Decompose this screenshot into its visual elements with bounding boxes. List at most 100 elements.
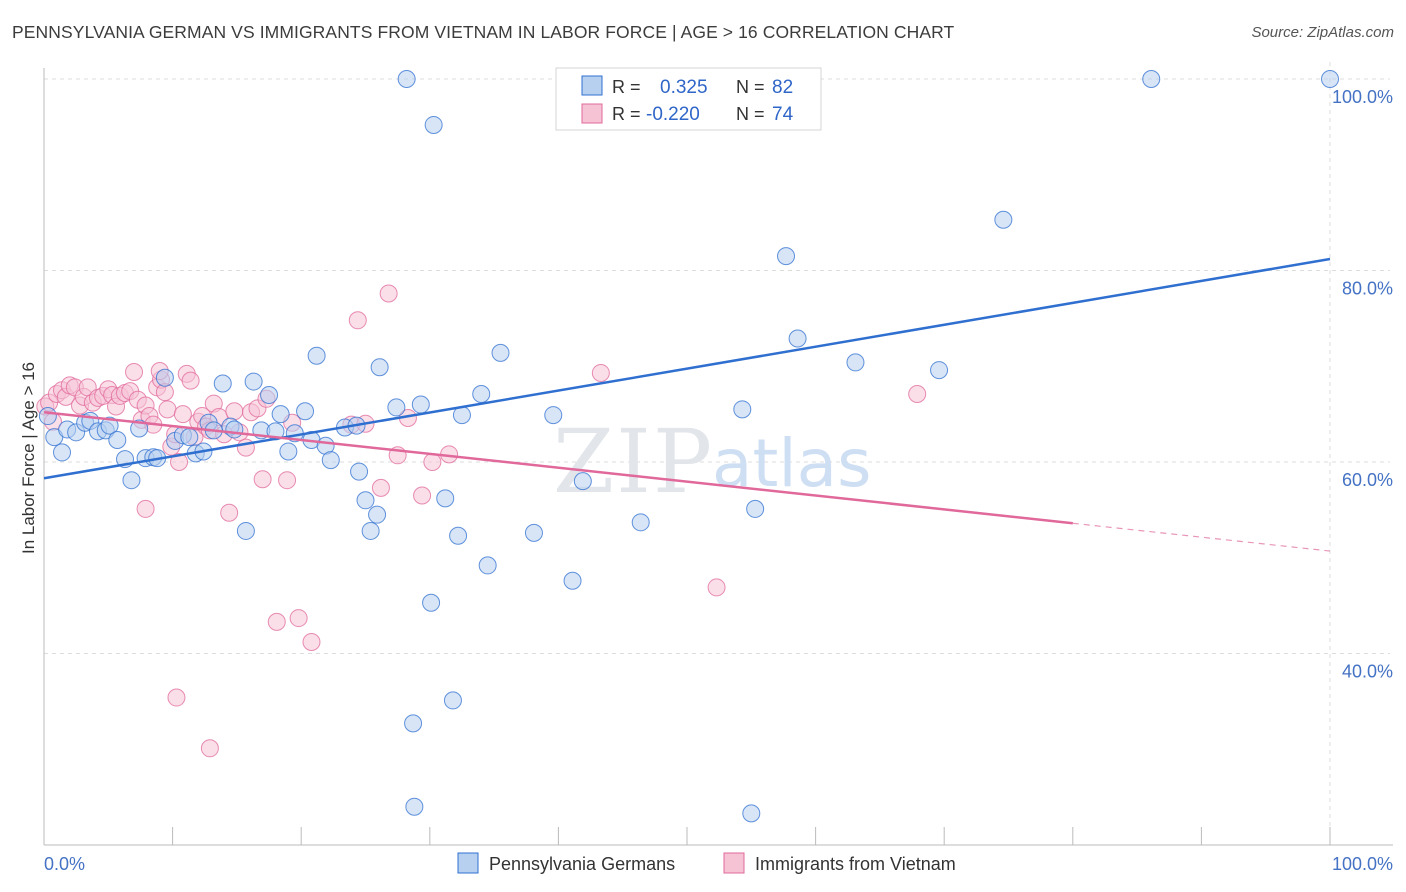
pa-german-point-55 (436, 489, 455, 508)
pa-german-point-20 (180, 428, 199, 447)
pa-german-point-61 (491, 343, 510, 362)
vietnam-point-56 (302, 633, 321, 652)
legend: Pennsylvania Germans Immigrants from Vie… (457, 852, 956, 874)
pa-german-point-44 (356, 491, 375, 510)
pa-german-point-2 (53, 443, 72, 462)
vietnam-point-45 (225, 402, 244, 421)
stats-swatch-blue (581, 75, 603, 96)
stats-r-label-2: R = (612, 104, 641, 124)
pa-german-point-78 (1142, 70, 1161, 88)
pa-german-point-49 (397, 70, 416, 88)
grid-lines (44, 62, 1390, 845)
vietnam-point-58 (348, 311, 367, 330)
pa-german-point-64 (563, 571, 582, 590)
pa-german-point-77 (994, 210, 1013, 229)
vietnam-point-71 (167, 688, 186, 707)
pa-german-point-25 (213, 374, 232, 393)
pa-german-point-47 (370, 358, 389, 377)
vietnam-point-60 (371, 478, 390, 497)
vietnam-point-29 (158, 400, 177, 419)
pa-german-point-38 (307, 346, 326, 365)
stats-r-value-1: 0.325 (660, 77, 708, 98)
pa-german-point-67 (631, 513, 650, 532)
y-tick-label-2: 80.0% (1342, 279, 1393, 299)
legend-label-vietnam: Immigrants from Vietnam (755, 854, 956, 874)
pa-german-point-62 (524, 523, 543, 542)
stats-r-value-2: -0.220 (646, 104, 700, 125)
pa-german-point-75 (846, 353, 865, 372)
trend-line-vietnam (43, 410, 1073, 525)
y-tick-label-0: 40.0% (1342, 662, 1393, 682)
pa-german-point-51 (405, 797, 424, 816)
pa-german-point-73 (777, 247, 796, 266)
chart-title: PENNSYLVANIA GERMAN VS IMMIGRANTS FROM V… (12, 22, 955, 42)
pa-german-point-31 (260, 385, 279, 404)
y-tick-label-3: 100.0% (1332, 87, 1393, 107)
pa-german-point-29 (244, 372, 263, 391)
trend-line-pennsylvania-germans (43, 257, 1331, 480)
pa-german-point-34 (279, 442, 298, 461)
vietnam-point-70 (136, 499, 155, 518)
stats-n-label-2: N = (736, 104, 765, 124)
pa-german-point-52 (411, 395, 430, 414)
pa-german-point-9 (100, 416, 119, 435)
vietnam-point-20 (125, 362, 144, 381)
vietnam-point-65 (423, 453, 442, 471)
pa-german-point-10 (108, 430, 127, 449)
stats-n-label-1: N = (736, 77, 765, 97)
pa-german-point-12 (122, 471, 141, 490)
pa-german-point-33 (271, 405, 290, 424)
pa-german-point-17 (155, 368, 174, 387)
x-tick-label-1: 100.0% (1332, 854, 1393, 874)
watermark: ZIP atlas (553, 410, 872, 513)
stats-r-label-1: R = (612, 77, 641, 97)
pa-german-point-40 (321, 451, 340, 470)
pa-german-point-65 (573, 472, 592, 491)
legend-swatch-pink (723, 852, 745, 874)
pa-german-point-50 (404, 714, 423, 733)
vietnam-point-44 (220, 503, 239, 522)
pa-german-point-13 (130, 419, 149, 438)
pa-german-point-43 (350, 462, 369, 481)
stats-n-value-1: 82 (772, 77, 793, 98)
pa-german-point-36 (296, 402, 315, 421)
x-tick-label-0: 0.0% (44, 854, 85, 874)
pa-german-point-56 (443, 691, 462, 710)
pa-german-point-0 (38, 407, 57, 426)
stats-box: R = 0.325 N = 82 R = -0.220 N = 74 (555, 67, 822, 131)
pa-german-point-63 (544, 406, 563, 425)
pa-german-point-54 (424, 115, 443, 134)
vietnam-point-33 (173, 405, 192, 424)
series-vietnam (36, 284, 927, 758)
vietnam-point-55 (289, 609, 308, 628)
vietnam-point-69 (908, 385, 927, 404)
y-tick-label-1: 60.0% (1342, 470, 1393, 490)
legend-label-pennsylvania-germans: Pennsylvania Germans (489, 854, 675, 874)
pa-german-point-79 (1321, 70, 1339, 88)
trend-lines (43, 257, 1331, 552)
y-axis-label: In Labor Force | Age > 16 (19, 362, 38, 554)
pa-german-point-57 (449, 526, 468, 545)
trend-line-vietnam-extension (1072, 522, 1331, 552)
vietnam-point-52 (267, 612, 286, 631)
vietnam-point-64 (413, 486, 432, 505)
pa-german-point-70 (733, 400, 752, 419)
vietnam-point-32 (170, 453, 189, 471)
source-label: Source: ZipAtlas.com (1251, 24, 1394, 41)
vietnam-point-35 (181, 371, 200, 390)
vietnam-point-72 (200, 739, 219, 758)
pa-german-point-48 (387, 398, 406, 417)
vietnam-point-61 (379, 284, 398, 303)
vietnam-point-67 (591, 363, 610, 382)
legend-swatch-blue (457, 852, 479, 874)
watermark-atlas: atlas (712, 425, 872, 502)
tick-labels: 40.0% 60.0% 80.0% 100.0% 0.0% 100.0% (44, 87, 1393, 874)
pa-german-point-59 (472, 385, 491, 404)
pa-german-point-28 (236, 521, 255, 540)
stats-swatch-pink (581, 103, 603, 124)
pa-german-point-53 (422, 593, 441, 612)
vietnam-point-50 (253, 470, 272, 489)
pa-german-point-71 (742, 804, 761, 823)
pa-german-point-46 (368, 505, 387, 524)
watermark-zip: ZIP (553, 410, 714, 513)
